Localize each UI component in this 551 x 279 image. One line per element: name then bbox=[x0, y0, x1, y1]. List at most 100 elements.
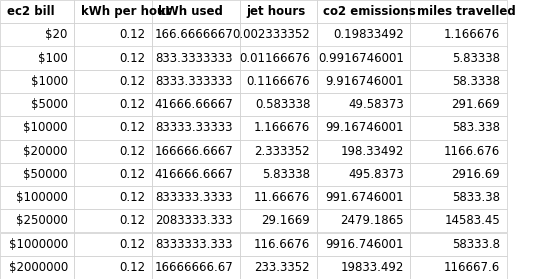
Text: $100: $100 bbox=[38, 52, 68, 65]
Bar bbox=[152, 47, 240, 70]
Text: 1.166676: 1.166676 bbox=[254, 121, 310, 134]
Bar bbox=[74, 140, 152, 163]
Text: 0.002333352: 0.002333352 bbox=[233, 28, 310, 41]
Text: 166.6666667: 166.6666667 bbox=[154, 28, 233, 41]
Bar bbox=[74, 116, 152, 140]
Text: 58.3338: 58.3338 bbox=[452, 75, 500, 88]
Text: 495.8373: 495.8373 bbox=[348, 168, 404, 181]
Text: 291.669: 291.669 bbox=[452, 98, 500, 111]
Text: 2916.69: 2916.69 bbox=[452, 168, 500, 181]
Text: $20: $20 bbox=[45, 28, 68, 41]
Text: $1000: $1000 bbox=[31, 75, 68, 88]
Text: 0.12: 0.12 bbox=[119, 52, 145, 65]
Bar bbox=[152, 186, 240, 209]
Text: 5.83338: 5.83338 bbox=[262, 168, 310, 181]
Bar bbox=[410, 0, 507, 23]
Bar bbox=[0, 232, 74, 256]
Bar bbox=[410, 93, 507, 116]
Bar bbox=[74, 163, 152, 186]
Text: 166666.6667: 166666.6667 bbox=[154, 145, 233, 158]
Bar bbox=[240, 116, 317, 140]
Text: 233.3352: 233.3352 bbox=[255, 261, 310, 274]
Text: 0.12: 0.12 bbox=[119, 168, 145, 181]
Bar bbox=[74, 47, 152, 70]
Bar bbox=[0, 70, 74, 93]
Bar bbox=[317, 163, 410, 186]
Bar bbox=[152, 256, 240, 279]
Text: $5000: $5000 bbox=[31, 98, 68, 111]
Bar bbox=[0, 116, 74, 140]
Bar bbox=[317, 209, 410, 232]
Bar bbox=[0, 47, 74, 70]
Bar bbox=[152, 93, 240, 116]
Text: 1.166676: 1.166676 bbox=[444, 28, 500, 41]
Bar bbox=[152, 163, 240, 186]
Text: 198.33492: 198.33492 bbox=[341, 145, 404, 158]
Bar bbox=[410, 256, 507, 279]
Bar bbox=[74, 186, 152, 209]
Text: 2479.1865: 2479.1865 bbox=[341, 214, 404, 227]
Text: 0.9916746001: 0.9916746001 bbox=[318, 52, 404, 65]
Text: $2000000: $2000000 bbox=[8, 261, 68, 274]
Bar bbox=[240, 256, 317, 279]
Text: 116.6676: 116.6676 bbox=[254, 238, 310, 251]
Text: 58333.8: 58333.8 bbox=[452, 238, 500, 251]
Text: 41666.66667: 41666.66667 bbox=[154, 98, 233, 111]
Bar bbox=[152, 0, 240, 23]
Text: 0.583338: 0.583338 bbox=[255, 98, 310, 111]
Text: 0.12: 0.12 bbox=[119, 121, 145, 134]
Bar bbox=[410, 70, 507, 93]
Bar bbox=[0, 209, 74, 232]
Bar bbox=[410, 163, 507, 186]
Text: 5.83338: 5.83338 bbox=[452, 52, 500, 65]
Text: co2 emissions: co2 emissions bbox=[323, 5, 416, 18]
Text: 9.916746001: 9.916746001 bbox=[326, 75, 404, 88]
Text: 0.12: 0.12 bbox=[119, 75, 145, 88]
Text: $250000: $250000 bbox=[16, 214, 68, 227]
Bar bbox=[317, 232, 410, 256]
Bar bbox=[0, 186, 74, 209]
Text: $100000: $100000 bbox=[16, 191, 68, 204]
Text: 2.333352: 2.333352 bbox=[255, 145, 310, 158]
Bar bbox=[317, 70, 410, 93]
Text: 83333.33333: 83333.33333 bbox=[155, 121, 233, 134]
Bar bbox=[74, 93, 152, 116]
Bar bbox=[410, 209, 507, 232]
Text: 0.1166676: 0.1166676 bbox=[247, 75, 310, 88]
Text: 583.338: 583.338 bbox=[452, 121, 500, 134]
Text: 833.3333333: 833.3333333 bbox=[155, 52, 233, 65]
Text: 19833.492: 19833.492 bbox=[341, 261, 404, 274]
Text: 99.16746001: 99.16746001 bbox=[326, 121, 404, 134]
Bar bbox=[240, 163, 317, 186]
Bar bbox=[240, 209, 317, 232]
Text: $20000: $20000 bbox=[23, 145, 68, 158]
Bar bbox=[410, 47, 507, 70]
Bar bbox=[0, 0, 74, 23]
Text: miles travelled: miles travelled bbox=[417, 5, 516, 18]
Bar bbox=[152, 232, 240, 256]
Text: 0.12: 0.12 bbox=[119, 191, 145, 204]
Bar bbox=[240, 0, 317, 23]
Text: 11.66676: 11.66676 bbox=[254, 191, 310, 204]
Bar bbox=[240, 140, 317, 163]
Bar bbox=[0, 256, 74, 279]
Bar bbox=[410, 116, 507, 140]
Bar bbox=[74, 23, 152, 47]
Text: ec2 bill: ec2 bill bbox=[7, 5, 54, 18]
Bar bbox=[74, 209, 152, 232]
Text: 833333.3333: 833333.3333 bbox=[155, 191, 233, 204]
Text: 0.01166676: 0.01166676 bbox=[239, 52, 310, 65]
Bar bbox=[0, 93, 74, 116]
Bar bbox=[317, 116, 410, 140]
Text: jet hours: jet hours bbox=[246, 5, 306, 18]
Text: 8333333.333: 8333333.333 bbox=[155, 238, 233, 251]
Text: 991.6746001: 991.6746001 bbox=[326, 191, 404, 204]
Bar bbox=[152, 209, 240, 232]
Bar bbox=[317, 186, 410, 209]
Bar bbox=[317, 0, 410, 23]
Text: 8333.333333: 8333.333333 bbox=[155, 75, 233, 88]
Text: 14583.45: 14583.45 bbox=[445, 214, 500, 227]
Text: 0.12: 0.12 bbox=[119, 214, 145, 227]
Text: 29.1669: 29.1669 bbox=[262, 214, 310, 227]
Bar bbox=[240, 186, 317, 209]
